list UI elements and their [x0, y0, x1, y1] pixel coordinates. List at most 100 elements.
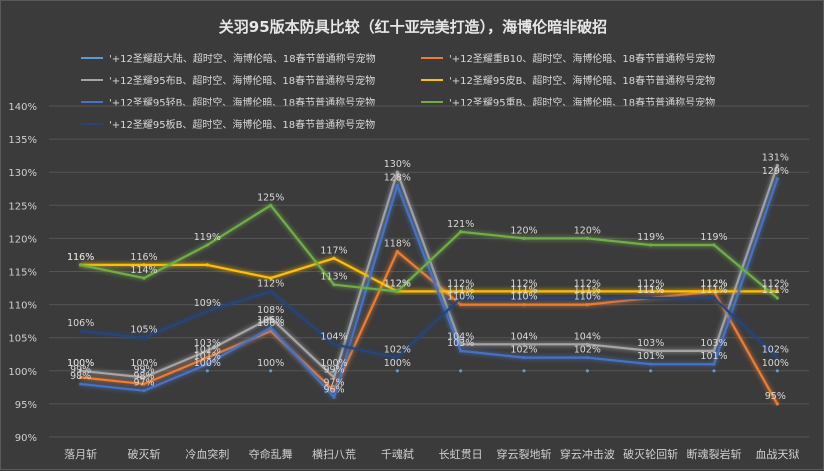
data-point [712, 362, 716, 366]
data-point [205, 309, 209, 313]
data-point [649, 296, 653, 300]
x-tick-label: 断魂裂岩斩 [687, 447, 742, 461]
data-label: 103% [447, 338, 474, 349]
data-label: 99% [70, 364, 91, 375]
data-label: 98% [70, 371, 91, 382]
data-point [522, 289, 526, 293]
y-tick-label: 140% [8, 102, 37, 113]
data-point [649, 362, 653, 366]
data-point [142, 263, 146, 267]
data-point [269, 203, 273, 207]
y-tick-label: 105% [8, 334, 37, 345]
data-label: 103% [637, 338, 664, 349]
data-label: 97% [323, 378, 344, 389]
data-label: 112% [637, 278, 664, 289]
y-tick-label: 90% [15, 433, 37, 444]
x-tick-label: 横扫八荒 [312, 447, 356, 461]
data-labels: 100% 100% 100% 100% 100% 100% 100%99%98%101%10… [67, 153, 789, 402]
data-label: 119% [700, 232, 727, 243]
y-axis: 90% 95% 100% 105% 110% 115% 120% 125% 130% 135% 14… [8, 102, 37, 444]
data-label: 99% [133, 364, 154, 375]
data-point [79, 375, 83, 380]
grid [49, 105, 809, 438]
data-point [205, 355, 209, 360]
data-label: 101% [194, 345, 221, 356]
data-point [775, 369, 779, 373]
data-label: 111% [637, 285, 664, 296]
data-label: 100% [194, 358, 221, 369]
data-point [395, 170, 399, 174]
data-label: 101% [637, 351, 664, 362]
data-label: 102% [574, 345, 601, 356]
data-point [269, 316, 273, 320]
data-label: 112% [510, 278, 537, 289]
data-label: 110% [510, 292, 537, 303]
data-point [79, 382, 83, 386]
data-label: 110% [574, 292, 601, 303]
data-point [395, 289, 399, 293]
y-tick-label: 115% [8, 268, 37, 279]
data-point [142, 276, 146, 280]
data-label: 104% [447, 331, 474, 342]
data-point [332, 256, 336, 260]
data-label: 116% [67, 252, 94, 263]
data-label: 100% [384, 358, 411, 369]
data-point [205, 369, 209, 373]
data-point [522, 355, 526, 360]
data-label: 101% [700, 351, 727, 362]
data-point [79, 369, 83, 373]
data-label: 112% [384, 278, 411, 289]
data-label: 112% [700, 278, 727, 289]
series-line [80, 204, 779, 299]
data-label: 100% [130, 358, 157, 369]
data-label: 102% [384, 345, 411, 356]
data-label: 112% [700, 278, 727, 289]
x-tick-label: 破灭轮回斩 [623, 447, 678, 461]
data-label: 111% [510, 285, 537, 296]
x-tick-label: 长虹贯日 [439, 448, 483, 461]
data-point [712, 289, 716, 293]
y-tick-label: 135% [8, 135, 37, 146]
data-point [585, 369, 589, 373]
data-point [649, 349, 653, 353]
x-tick-label: 穿云冲击波 [560, 447, 615, 461]
x-tick-label: 冷血突刺 [185, 447, 229, 461]
legend-label: '+12圣耀95板B、超时空、海博伦暗、18春节普通称号宠物 [109, 118, 375, 131]
data-label: 120% [574, 225, 601, 236]
data-point [269, 329, 273, 333]
data-point [775, 355, 779, 360]
data-point [142, 369, 146, 373]
data-point [459, 289, 463, 293]
data-point [459, 230, 463, 234]
data-point [332, 395, 336, 399]
data-point [585, 355, 589, 360]
x-axis: 落月斩 破灭斩 冷血突刺 夺命乱舞 横扫八荒 千魂弑 长虹贯日 穿云裂地斩 穿云冲击波 破灭轮回斩… [64, 447, 799, 461]
data-point [459, 349, 463, 353]
data-point [269, 326, 273, 330]
data-point [332, 342, 336, 346]
data-label: 117% [320, 245, 347, 256]
data-point [459, 342, 463, 346]
data-point [585, 342, 589, 346]
data-label: 100% [257, 358, 284, 369]
data-label: 131% [762, 153, 789, 164]
data-point [142, 382, 146, 386]
data-label: 128% [384, 172, 411, 183]
data-point [649, 289, 653, 293]
data-label: 102% [510, 345, 537, 356]
x-tick-label: 千魂弑 [381, 448, 414, 461]
x-tick-label: 穿云裂地斩 [497, 447, 552, 461]
data-point [522, 303, 526, 307]
data-label: 104% [574, 331, 601, 342]
data-label: 100% [67, 358, 94, 369]
chart-title: 关羽95版本防具比较（红十亚完美打造），海博伦暗非破招 [219, 18, 607, 36]
data-label: 120% [510, 225, 537, 236]
y-tick-label: 95% [15, 400, 37, 411]
data-label: 100% [320, 358, 347, 369]
data-point [395, 369, 399, 373]
data-label: 111% [574, 285, 601, 296]
data-point [585, 303, 589, 307]
y-tick-label: 110% [8, 301, 37, 312]
data-label: 106% [257, 315, 284, 326]
